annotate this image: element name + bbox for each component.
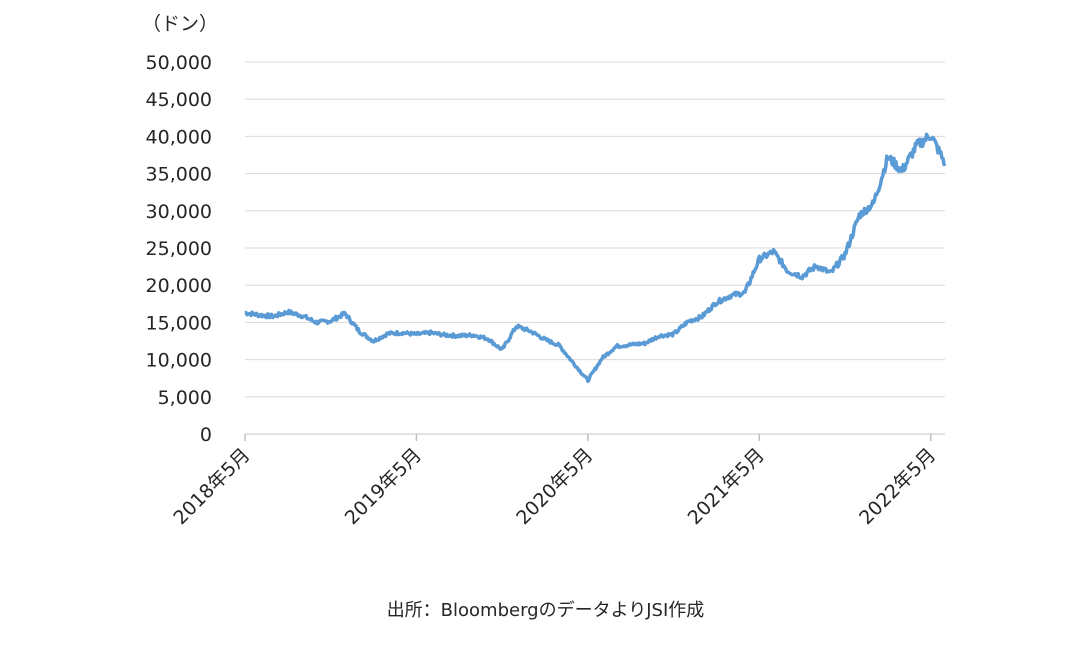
y-tick-label: 35,000 xyxy=(146,164,212,186)
y-axis-ticks: 0 5,000 10,000 15,000 20,000 25,000 30,000 35,0… xyxy=(146,52,212,446)
y-tick-label: 40,000 xyxy=(146,126,212,148)
x-tick-label: 2019年5月 xyxy=(341,444,426,529)
y-tick-label: 20,000 xyxy=(146,275,212,297)
x-tick-label: 2022年5月 xyxy=(855,444,940,529)
x-tick-label: 2020年5月 xyxy=(512,444,597,529)
x-tick-label: 2018年5月 xyxy=(169,444,254,529)
y-tick-label: 30,000 xyxy=(146,201,212,223)
y-tick-label: 5,000 xyxy=(158,387,212,409)
y-tick-label: 50,000 xyxy=(146,52,212,74)
source-text: 出所：Bloombergのデータより xyxy=(386,600,647,621)
y-tick-label: 15,000 xyxy=(146,312,212,334)
y-tick-label: 45,000 xyxy=(146,89,212,111)
gridlines xyxy=(245,61,945,398)
y-axis-unit-label: （ドン） xyxy=(142,13,218,35)
x-tick-label: 2021年5月 xyxy=(684,444,769,529)
y-tick-label: 0 xyxy=(200,424,212,446)
y-tick-label: 25,000 xyxy=(146,238,212,260)
source-text-suffix: JSI作成 xyxy=(646,600,705,621)
x-axis: 2018年5月 2019年5月 2020年5月 2021年5月 2022年5月 xyxy=(169,433,945,529)
series-line xyxy=(244,132,947,384)
y-tick-label: 10,000 xyxy=(146,350,212,372)
source-note: 出所：BloombergのデータよりJSI作成 xyxy=(0,596,1091,622)
line-chart: （ドン） 0 5,000 10,000 15,000 20,000 25,000 30,00… xyxy=(142,13,947,529)
